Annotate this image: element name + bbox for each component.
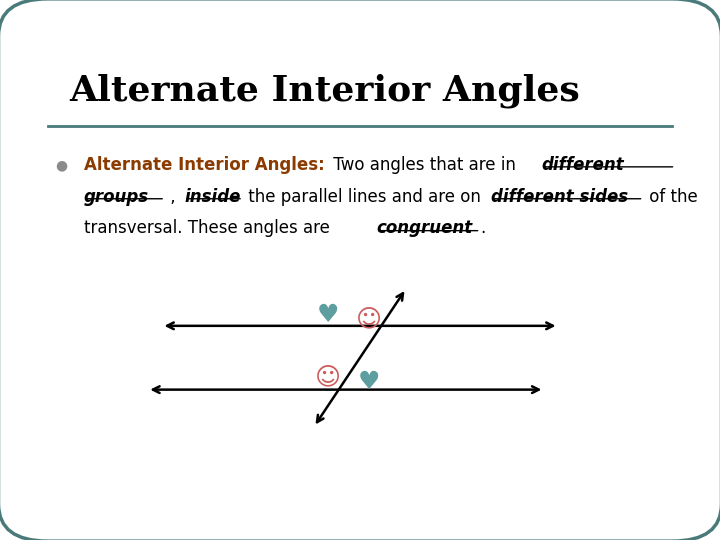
Text: ,: , [165, 187, 181, 206]
Text: different sides: different sides [491, 187, 629, 206]
Text: ☺: ☺ [315, 366, 341, 389]
Text: the parallel lines and are on: the parallel lines and are on [243, 187, 486, 206]
Text: ♥: ♥ [358, 370, 380, 394]
Text: of the: of the [644, 187, 697, 206]
Text: Alternate Interior Angles:: Alternate Interior Angles: [84, 156, 324, 174]
Text: groups: groups [84, 187, 148, 206]
Text: .: . [480, 219, 486, 238]
Text: ☺: ☺ [356, 307, 382, 331]
Text: Alternate Interior Angles: Alternate Interior Angles [69, 73, 580, 108]
Text: different: different [541, 156, 624, 174]
Text: ♥: ♥ [317, 303, 339, 327]
Text: transversal. These angles are: transversal. These angles are [84, 219, 335, 238]
Text: inside: inside [184, 187, 240, 206]
Text: Two angles that are in: Two angles that are in [328, 156, 521, 174]
Text: congruent: congruent [377, 219, 472, 238]
Text: ●: ● [55, 158, 68, 172]
